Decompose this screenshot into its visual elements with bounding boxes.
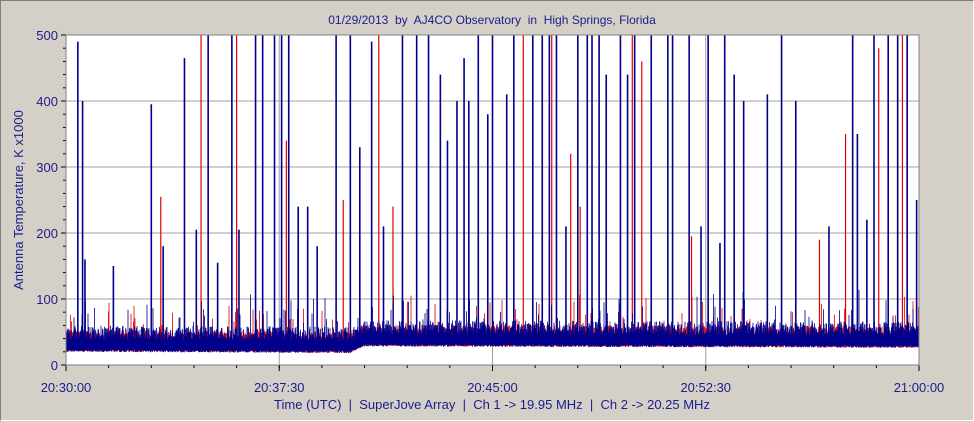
x-tick-label: 21:00:00 [894, 380, 945, 395]
y-tick-label: 500 [36, 28, 58, 43]
y-tick-label: 100 [36, 292, 58, 307]
y-tick-label: 0 [51, 358, 58, 373]
y-tick-label: 400 [36, 94, 58, 109]
plot-border [65, 34, 920, 366]
x-axis-label: Time (UTC) | SuperJove Array | Ch 1 -> 1… [274, 397, 710, 412]
series-ch1 [65, 35, 919, 354]
x-tick-label: 20:30:00 [41, 380, 92, 395]
y-tick-label: 200 [36, 226, 58, 241]
x-tick-label: 20:45:00 [467, 380, 518, 395]
chart-title: 01/29/2013 by AJ4CO Observatory in High … [328, 13, 656, 27]
y-axis-label: Antenna Temperature, K x1000 [11, 110, 26, 290]
x-tick-label: 20:52:30 [680, 380, 731, 395]
axes: 0 100 200 300 400 500 20:30:00 20:37:30 20:45:00… [36, 28, 944, 395]
plot-series [65, 35, 919, 354]
y-tick-label: 300 [36, 160, 58, 175]
x-tick-label: 20:37:30 [254, 380, 305, 395]
